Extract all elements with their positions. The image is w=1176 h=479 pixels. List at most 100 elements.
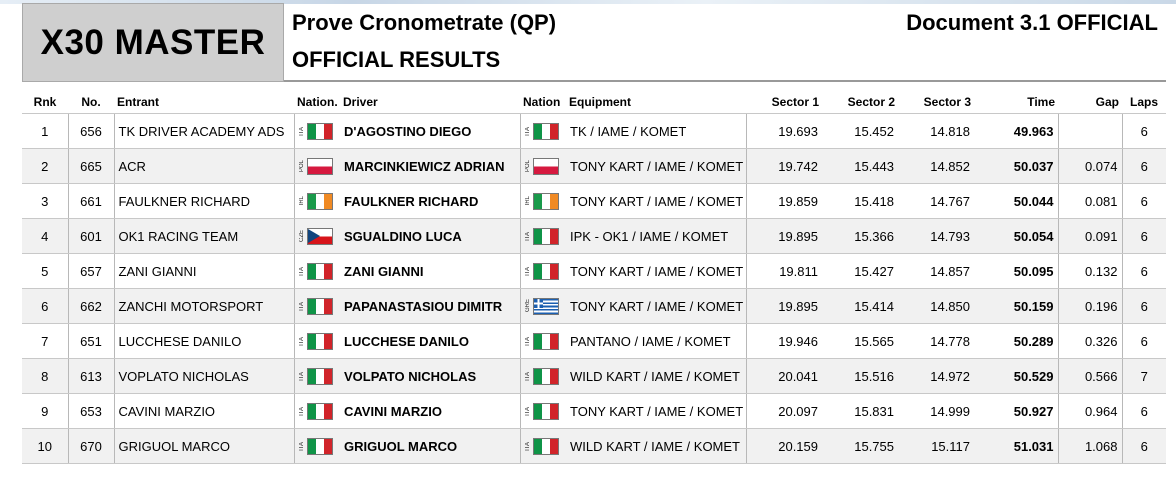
entrant-cell: ZANI GIANNI [113, 253, 294, 289]
sector2-cell: 15.516 [822, 358, 898, 394]
entrant-nation-cell: ITA [293, 288, 340, 324]
sector3-cell: 15.117 [898, 428, 974, 464]
table-row: 2 665 ACR POL MARCINKIEWICZ ADRIAN POL TONY KA… [22, 148, 1166, 184]
col-rank: Rnk [33, 95, 57, 109]
equipment-cell: TK / IAME / KOMET [566, 113, 746, 149]
flag-icon [532, 332, 559, 350]
number-cell: 613 [67, 358, 114, 394]
sector1-cell: 19.946 [745, 323, 822, 359]
nation-code: ITA [298, 406, 305, 416]
table-header-row: Rnk No. Entrant Nation. Driver Nation Eq… [22, 91, 1166, 114]
document-info: Document 3.1 OFFICIAL [906, 10, 1158, 35]
entrant-cell: GRIGUOL MARCO [113, 428, 294, 464]
sector1-cell: 20.159 [745, 428, 822, 464]
driver-cell: MARCINKIEWICZ ADRIAN [340, 148, 520, 184]
entrant-cell: ZANCHI MOTORSPORT [113, 288, 294, 324]
sector1-cell: 19.742 [745, 148, 822, 184]
results-table: Rnk No. Entrant Nation. Driver Nation Eq… [22, 91, 1166, 464]
entrant-cell: TK DRIVER ACADEMY ADS [113, 113, 294, 149]
time-cell: 50.529 [974, 358, 1058, 394]
sector3-cell: 14.818 [898, 113, 974, 149]
nation-code: ITA [298, 371, 305, 381]
gap-cell: 0.091 [1057, 218, 1122, 254]
flag-icon [532, 437, 559, 455]
col-sector3: Sector 3 [923, 95, 971, 109]
nation-code: ITA [524, 126, 531, 136]
equipment-cell: TONY KART / IAME / KOMET [566, 148, 746, 184]
col-gap: Gap [1095, 95, 1119, 109]
gap-cell [1057, 113, 1122, 149]
table-row: 1 656 TK DRIVER ACADEMY ADS ITA D'AGOSTINO D… [22, 113, 1166, 149]
equipment-cell: WILD KART / IAME / KOMET [566, 428, 746, 464]
driver-nation-cell: ITA [519, 218, 566, 254]
driver-nation-cell: ITA [519, 393, 566, 429]
laps-cell: 6 [1121, 148, 1166, 184]
col-number: No. [81, 95, 101, 109]
laps-cell: 6 [1121, 323, 1166, 359]
flag-icon [532, 297, 559, 315]
equipment-cell: TONY KART / IAME / KOMET [566, 393, 746, 429]
flag-icon [306, 262, 333, 280]
col-equipment: Equipment [569, 95, 631, 109]
number-cell: 656 [67, 113, 114, 149]
entrant-cell: ACR [113, 148, 294, 184]
laps-cell: 6 [1121, 253, 1166, 289]
nation-code: ITA [524, 406, 531, 416]
col-time: Time [1027, 95, 1055, 109]
rank-cell: 8 [22, 358, 68, 394]
rank-cell: 2 [22, 148, 68, 184]
table-row: 5 657 ZANI GIANNI ITA ZANI GIANNI ITA TONY KAR… [22, 253, 1166, 289]
entrant-nation-cell: POL [293, 148, 340, 184]
sector1-cell: 20.097 [745, 393, 822, 429]
flag-icon [306, 122, 333, 140]
nation-code: ITA [298, 266, 305, 276]
driver-cell: SGUALDINO LUCA [340, 218, 520, 254]
nation-code: ITA [524, 441, 531, 451]
gap-cell: 0.132 [1057, 253, 1122, 289]
time-cell: 50.159 [974, 288, 1058, 324]
table-row: 8 613 VOPLATO NICHOLAS ITA VOLPATO NICHOLAS I… [22, 358, 1166, 394]
equipment-cell: TONY KART / IAME / KOMET [566, 183, 746, 219]
rank-cell: 1 [22, 113, 68, 149]
sector1-cell: 19.693 [745, 113, 822, 149]
time-cell: 51.031 [974, 428, 1058, 464]
entrant-nation-cell: CZE [293, 218, 340, 254]
nation-code: ITA [524, 231, 531, 241]
entrant-cell: LUCCHESE DANILO [113, 323, 294, 359]
sector2-cell: 15.414 [822, 288, 898, 324]
equipment-cell: TONY KART / IAME / KOMET [566, 288, 746, 324]
gap-cell: 0.566 [1057, 358, 1122, 394]
sector1-cell: 19.895 [745, 218, 822, 254]
gap-cell: 0.964 [1057, 393, 1122, 429]
nation-code: ITA [298, 301, 305, 311]
rank-cell: 3 [22, 183, 68, 219]
time-cell: 49.963 [974, 113, 1058, 149]
col-entrant: Entrant [117, 95, 159, 109]
flag-icon [532, 227, 559, 245]
equipment-cell: PANTANO / IAME / KOMET [566, 323, 746, 359]
time-cell: 50.044 [974, 183, 1058, 219]
gap-cell: 0.081 [1057, 183, 1122, 219]
table-row: 4 601 OK1 RACING TEAM CZE SGUALDINO LUCA ITA I… [22, 218, 1166, 254]
driver-nation-cell: ITA [519, 358, 566, 394]
flag-icon [306, 367, 333, 385]
entrant-cell: FAULKNER RICHARD [113, 183, 294, 219]
rank-cell: 10 [22, 428, 68, 464]
results-subtitle: OFFICIAL RESULTS [292, 47, 501, 72]
sector2-cell: 15.427 [822, 253, 898, 289]
number-cell: 670 [67, 428, 114, 464]
sector1-cell: 20.041 [745, 358, 822, 394]
driver-nation-cell: IRL [519, 183, 566, 219]
driver-cell: D'AGOSTINO DIEGO [340, 113, 520, 149]
time-cell: 50.927 [974, 393, 1058, 429]
nation-code: ITA [524, 371, 531, 381]
sector2-cell: 15.565 [822, 323, 898, 359]
driver-cell: GRIGUOL MARCO [340, 428, 520, 464]
flag-icon [306, 402, 333, 420]
equipment-cell: IPK - OK1 / IAME / KOMET [566, 218, 746, 254]
gap-cell: 0.326 [1057, 323, 1122, 359]
driver-cell: PAPANASTASIOU DIMITR [340, 288, 520, 324]
sector1-cell: 19.811 [745, 253, 822, 289]
driver-nation-cell: ITA [519, 323, 566, 359]
driver-nation-cell: ITA [519, 113, 566, 149]
